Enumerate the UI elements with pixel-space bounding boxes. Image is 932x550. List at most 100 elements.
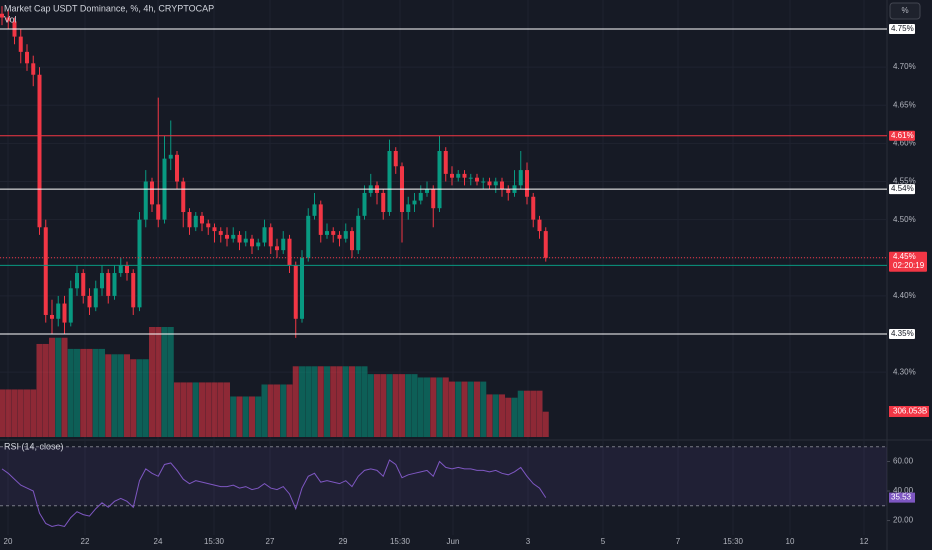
volume-bar <box>461 381 468 437</box>
volume-bar <box>267 384 274 437</box>
candle-body <box>243 238 248 243</box>
volume-bar <box>230 396 237 437</box>
x-tick-label: 10 <box>786 537 795 546</box>
candle-body <box>381 192 386 213</box>
candle-body <box>268 227 273 247</box>
candle-body <box>75 273 79 289</box>
candle-body <box>31 63 36 75</box>
volume-bar <box>49 337 55 437</box>
volume-bar <box>174 382 180 437</box>
volume-bar <box>0 389 5 437</box>
candle-body <box>206 223 211 228</box>
x-tick-label: 20 <box>4 537 13 546</box>
candle-body <box>306 215 311 258</box>
rsi-tick-label: 60.00 <box>893 457 914 466</box>
volume-bar <box>11 389 18 437</box>
volume-bar <box>149 327 155 437</box>
y-tick-label: 4.30% <box>893 367 916 376</box>
rsi-tick-label: 40.00 <box>893 486 914 495</box>
volume-bar <box>311 366 318 437</box>
volume-bar <box>142 359 149 437</box>
x-tick-label: 22 <box>81 537 90 546</box>
candle-body <box>518 170 523 186</box>
level-label: 4.54% <box>891 184 914 193</box>
candle-body <box>231 234 236 239</box>
scale-button-label[interactable]: % <box>901 6 908 15</box>
volume-bar <box>261 384 268 437</box>
level-label-box <box>889 130 915 141</box>
candle-body <box>187 212 192 228</box>
volume-bar <box>349 366 355 437</box>
candle-body <box>150 181 154 205</box>
level-label: 4.61% <box>891 131 914 140</box>
volume-bar <box>405 374 412 437</box>
volume-bar <box>130 359 137 437</box>
level-label-box <box>889 23 915 34</box>
candle-body <box>350 231 354 251</box>
candle-body <box>156 204 161 220</box>
volume-bar <box>249 396 255 437</box>
last-price-box <box>889 251 927 272</box>
rsi-last-box <box>889 492 915 503</box>
candle-body <box>125 265 129 274</box>
volume-bar <box>424 377 430 437</box>
candle-body <box>237 234 242 243</box>
candle-body <box>181 181 186 213</box>
candle-body <box>106 273 111 296</box>
x-tick-label: 27 <box>266 537 275 546</box>
volume-bar <box>30 389 37 437</box>
x-tick-label: Jun <box>447 537 460 546</box>
volume-bar <box>380 374 387 437</box>
candle-body <box>331 231 336 235</box>
candle-body <box>531 196 536 220</box>
x-tick-label: 15:30 <box>723 537 744 546</box>
volume-bar <box>24 389 30 437</box>
volume-bar <box>530 390 537 437</box>
candle-body <box>318 204 323 235</box>
volume-bar <box>42 343 49 437</box>
x-tick-label: 29 <box>339 537 348 546</box>
scale-button[interactable] <box>889 2 921 20</box>
volume-bar <box>186 382 193 437</box>
candle-body <box>68 288 73 323</box>
volume-bar <box>61 337 68 437</box>
volume-bar <box>355 366 362 437</box>
candle-body <box>0 13 4 18</box>
volume-bar <box>499 394 505 437</box>
y-tick-label: 4.40% <box>893 291 916 300</box>
candle-body <box>462 173 467 178</box>
candle-body <box>93 288 98 308</box>
volume-bar <box>155 327 162 437</box>
candle-body <box>362 192 367 216</box>
rsi-tick-label: 20.00 <box>893 516 914 525</box>
candle-body <box>137 219 142 308</box>
candle-body <box>500 181 504 190</box>
volume-bar <box>386 374 393 437</box>
last-price-label: 4.45% <box>893 252 916 261</box>
volume-bar <box>324 366 330 437</box>
volume-bar <box>336 366 343 437</box>
y-tick-label: 4.65% <box>893 100 916 109</box>
volume-bar <box>136 359 143 437</box>
candle-body <box>262 227 267 243</box>
candle-body <box>443 151 448 174</box>
volume-bar <box>80 348 87 437</box>
volume-bar <box>524 390 530 437</box>
candle-body <box>218 231 223 235</box>
candle-body <box>356 215 361 251</box>
volume-bar <box>280 384 287 437</box>
volume-bar <box>511 397 518 437</box>
x-tick-label: 24 <box>154 537 163 546</box>
candle-body <box>456 173 461 178</box>
volume-bar <box>442 377 449 437</box>
y-tick-label: 4.70% <box>893 62 916 71</box>
volume-label-box <box>889 406 929 417</box>
candle-body <box>525 170 529 197</box>
y-tick-label: 4.50% <box>893 215 916 224</box>
volume-bar <box>542 411 549 437</box>
volume-label: 306.053B <box>893 407 927 416</box>
rsi-last-label: 35.53 <box>891 493 912 502</box>
volume-bar <box>167 327 174 437</box>
